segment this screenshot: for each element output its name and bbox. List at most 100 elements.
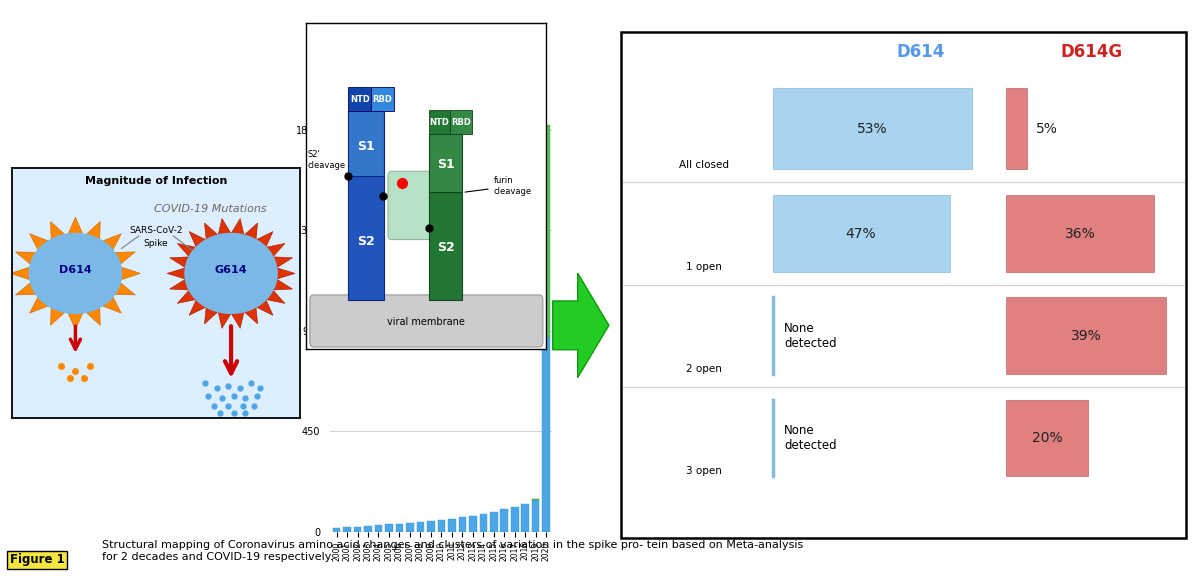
- Bar: [375, 525, 382, 532]
- Polygon shape: [267, 290, 285, 303]
- Polygon shape: [68, 313, 83, 329]
- Circle shape: [185, 234, 277, 313]
- Text: All closed: All closed: [679, 160, 729, 170]
- FancyBboxPatch shape: [772, 195, 950, 272]
- Text: furin
cleavage: furin cleavage: [465, 176, 532, 196]
- Bar: [543, 338, 550, 532]
- Bar: [510, 507, 519, 532]
- Bar: [470, 515, 477, 532]
- Text: Magnitude of Infection: Magnitude of Infection: [85, 176, 227, 186]
- FancyBboxPatch shape: [310, 295, 543, 347]
- Text: Structural mapping of Coronavirus amino acid changes and clusters of variation i: Structural mapping of Coronavirus amino …: [102, 540, 803, 562]
- Text: S2: S2: [437, 241, 454, 254]
- Bar: [386, 525, 393, 532]
- Bar: [490, 511, 497, 532]
- Bar: [406, 523, 413, 532]
- FancyBboxPatch shape: [1006, 297, 1166, 374]
- Text: 20%: 20%: [1032, 431, 1063, 445]
- Text: S1: S1: [437, 158, 454, 171]
- Text: D614: D614: [59, 265, 91, 275]
- Text: G614: G614: [215, 265, 247, 275]
- Text: 2 open: 2 open: [686, 364, 722, 374]
- Polygon shape: [121, 267, 141, 279]
- Polygon shape: [245, 223, 258, 239]
- Text: S2'
cleavage: S2' cleavage: [307, 150, 346, 174]
- Bar: [343, 527, 351, 532]
- FancyBboxPatch shape: [348, 176, 384, 300]
- FancyBboxPatch shape: [429, 110, 450, 134]
- Text: RBD: RBD: [452, 117, 471, 127]
- Text: 39%: 39%: [1071, 329, 1101, 343]
- FancyBboxPatch shape: [348, 87, 371, 111]
- Bar: [354, 527, 362, 532]
- Polygon shape: [103, 297, 121, 313]
- Bar: [543, 125, 550, 338]
- FancyBboxPatch shape: [348, 111, 384, 176]
- Polygon shape: [219, 312, 231, 328]
- Polygon shape: [274, 279, 293, 290]
- Text: SARS-CoV-2: SARS-CoV-2: [130, 227, 183, 235]
- Polygon shape: [178, 290, 196, 303]
- Text: 47%: 47%: [846, 227, 877, 241]
- Text: S1: S1: [358, 141, 375, 153]
- Polygon shape: [204, 307, 217, 324]
- Text: COVID-19 Mutations: COVID-19 Mutations: [154, 204, 267, 214]
- FancyBboxPatch shape: [1006, 400, 1088, 476]
- Bar: [364, 526, 372, 532]
- Bar: [333, 528, 340, 532]
- Polygon shape: [50, 308, 65, 325]
- FancyBboxPatch shape: [429, 192, 462, 300]
- Polygon shape: [257, 231, 273, 247]
- Polygon shape: [167, 268, 185, 279]
- Polygon shape: [115, 252, 136, 264]
- Polygon shape: [30, 297, 48, 313]
- Text: 3 open: 3 open: [686, 467, 722, 476]
- Text: NTD: NTD: [430, 117, 449, 127]
- Text: RBD: RBD: [372, 95, 393, 103]
- Bar: [479, 514, 488, 532]
- FancyArrow shape: [552, 273, 609, 378]
- Text: None
detected: None detected: [784, 322, 837, 350]
- Polygon shape: [11, 267, 29, 279]
- Bar: [532, 498, 539, 500]
- Polygon shape: [178, 243, 196, 256]
- FancyBboxPatch shape: [772, 88, 973, 169]
- Text: viral membrane: viral membrane: [388, 317, 465, 327]
- Polygon shape: [16, 283, 36, 295]
- Text: 53%: 53%: [858, 122, 888, 136]
- Polygon shape: [204, 223, 217, 239]
- Polygon shape: [16, 252, 36, 264]
- Text: Spike: Spike: [144, 239, 168, 248]
- Polygon shape: [267, 243, 285, 256]
- Polygon shape: [232, 312, 244, 328]
- Polygon shape: [274, 257, 293, 267]
- Bar: [395, 524, 404, 532]
- Text: NTD: NTD: [349, 95, 370, 103]
- Circle shape: [29, 234, 121, 313]
- Text: None
detected: None detected: [784, 424, 837, 452]
- Text: Figure 1: Figure 1: [10, 554, 65, 566]
- Bar: [448, 519, 455, 532]
- Text: D614G: D614G: [1060, 43, 1123, 61]
- Polygon shape: [232, 218, 244, 235]
- Polygon shape: [86, 221, 100, 239]
- Polygon shape: [30, 234, 48, 250]
- Bar: [417, 522, 424, 532]
- Polygon shape: [86, 308, 100, 325]
- Bar: [521, 504, 528, 532]
- Bar: [459, 517, 466, 532]
- FancyBboxPatch shape: [388, 171, 434, 239]
- Text: S2: S2: [358, 235, 375, 248]
- Polygon shape: [277, 268, 295, 279]
- Bar: [428, 521, 435, 532]
- Polygon shape: [169, 279, 189, 290]
- Polygon shape: [190, 231, 205, 247]
- FancyBboxPatch shape: [1006, 88, 1027, 169]
- FancyBboxPatch shape: [371, 87, 394, 111]
- Text: 36%: 36%: [1065, 227, 1095, 241]
- Polygon shape: [219, 218, 231, 235]
- Text: 5%: 5%: [1035, 122, 1057, 136]
- FancyBboxPatch shape: [621, 31, 1187, 538]
- Polygon shape: [115, 283, 136, 295]
- Text: D614: D614: [897, 43, 945, 61]
